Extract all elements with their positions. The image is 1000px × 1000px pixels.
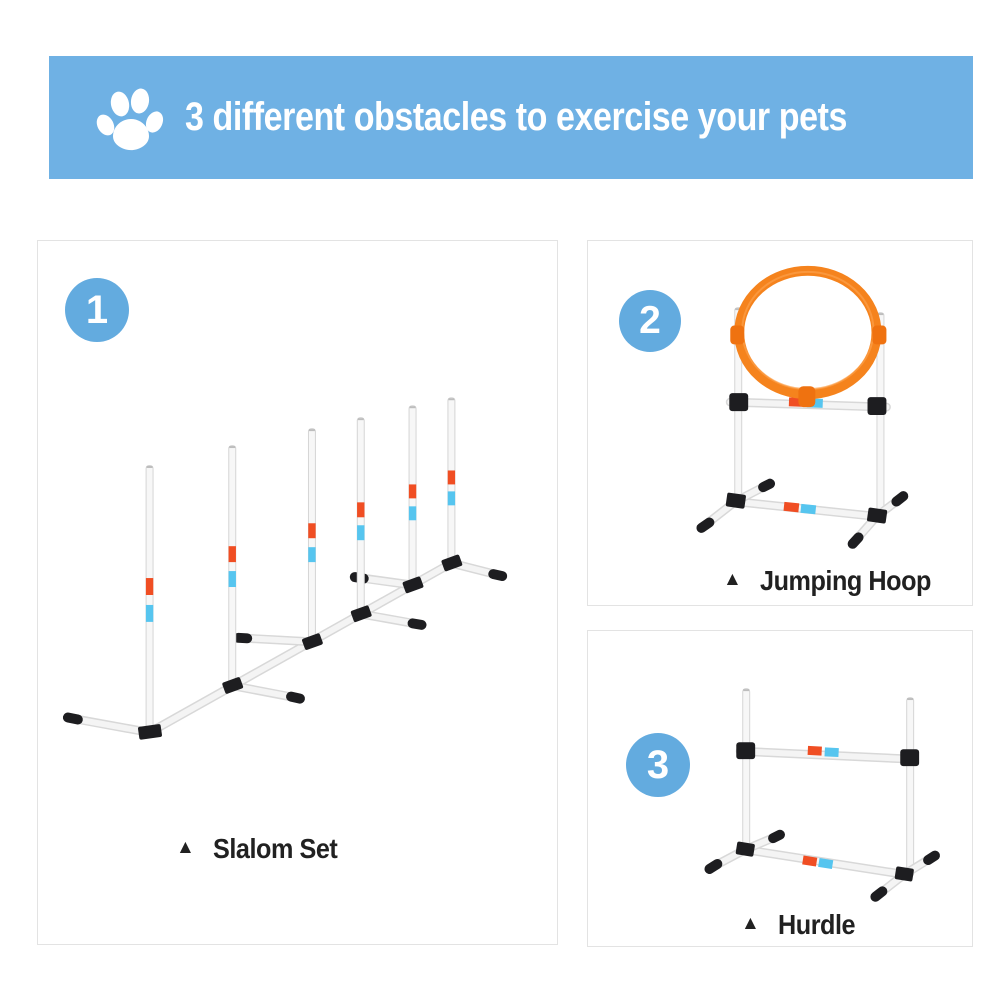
panel-number: 2 <box>639 299 661 342</box>
panel-number-badge: 3 <box>626 733 690 797</box>
label-text: Hurdle <box>777 909 856 940</box>
label-text: Slalom Set <box>212 833 338 864</box>
paw-icon <box>95 83 165 153</box>
jumping-hoop-label: ▲ Jumping Hoop <box>723 567 950 595</box>
panel-number-badge: 2 <box>619 290 681 352</box>
panel-jumping-hoop: 2 <box>587 240 973 606</box>
panel-slalom-set: 1 <box>37 240 558 945</box>
panel-number: 1 <box>85 287 109 332</box>
hurdle-label: ▲ Hurdle <box>741 911 864 939</box>
label-text: Jumping Hoop <box>759 565 931 596</box>
panel-number-badge: 1 <box>65 278 129 342</box>
triangle-marker: ▲ <box>741 912 760 934</box>
hurdle-illustration <box>704 688 940 902</box>
panel-number: 3 <box>646 742 670 787</box>
slalom-set-label: ▲ Slalom Set <box>176 835 351 863</box>
banner-title: 3 different obstacles to exercise your p… <box>185 95 847 139</box>
jumping-hoop-illustration <box>696 265 909 549</box>
triangle-marker: ▲ <box>723 568 742 590</box>
slalom-set-illustration <box>62 397 508 740</box>
triangle-marker: ▲ <box>176 836 195 858</box>
panel-hurdle: 3 <box>587 630 973 947</box>
header-banner: 3 different obstacles to exercise your p… <box>49 56 973 179</box>
